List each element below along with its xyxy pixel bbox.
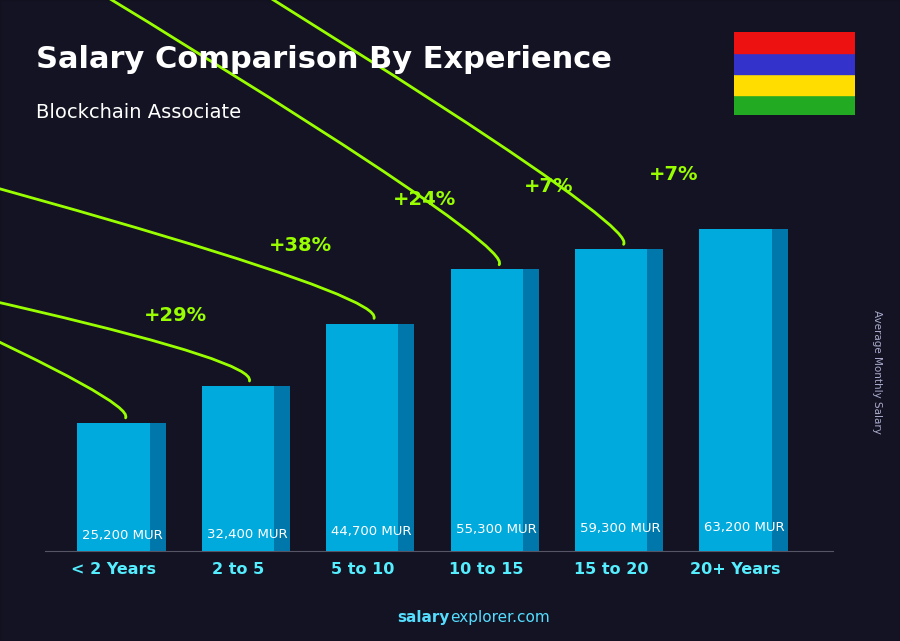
Bar (734, 32, 855, 53)
Text: Blockchain Associate: Blockchain Associate (36, 103, 241, 122)
Bar (699, 229, 771, 551)
Bar (734, 74, 855, 94)
Text: +7%: +7% (649, 165, 698, 185)
Text: +7%: +7% (524, 178, 573, 196)
Text: +24%: +24% (392, 190, 456, 209)
Polygon shape (771, 229, 788, 551)
Polygon shape (274, 386, 290, 551)
Bar (451, 269, 523, 551)
Text: explorer.com: explorer.com (450, 610, 550, 625)
Polygon shape (647, 249, 663, 551)
Polygon shape (399, 324, 415, 551)
Text: 32,400 MUR: 32,400 MUR (207, 528, 287, 540)
Bar (734, 94, 855, 115)
Text: Average Monthly Salary: Average Monthly Salary (872, 310, 883, 434)
Bar (575, 249, 647, 551)
Text: +29%: +29% (144, 306, 207, 326)
Bar (202, 386, 274, 551)
Text: 63,200 MUR: 63,200 MUR (705, 521, 785, 535)
Text: Salary Comparison By Experience: Salary Comparison By Experience (36, 45, 612, 74)
Bar (734, 53, 855, 74)
Polygon shape (149, 423, 166, 551)
Text: 44,700 MUR: 44,700 MUR (331, 525, 411, 538)
Bar (326, 324, 399, 551)
Bar (77, 423, 149, 551)
Text: salary: salary (398, 610, 450, 625)
Text: 59,300 MUR: 59,300 MUR (580, 522, 661, 535)
Text: 25,200 MUR: 25,200 MUR (82, 529, 163, 542)
Text: +38%: +38% (268, 236, 331, 255)
Polygon shape (523, 269, 539, 551)
Text: 55,300 MUR: 55,300 MUR (455, 523, 536, 536)
